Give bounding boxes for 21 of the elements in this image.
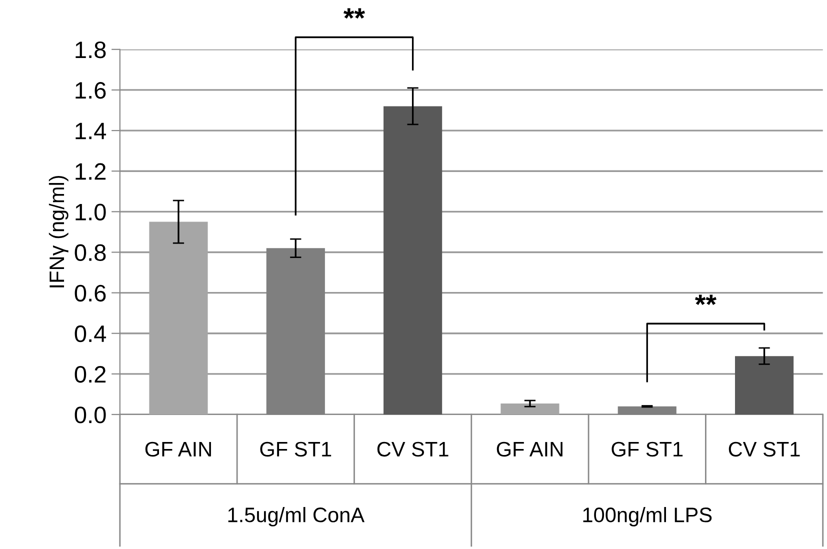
x-tick-label: CV ST1 [377,442,448,457]
y-tick-label: 0.8 [74,244,106,262]
y-tick-label: 0.6 [74,284,106,302]
y-tick-label: 1.6 [76,82,106,99]
y-tick-label: 1.2 [76,163,106,180]
x-tick-label: CV ST1 [728,442,800,457]
y-tick-label: 0.0 [74,406,106,424]
text: 1.5ug/ml ConA [228,507,365,526]
y-tick-label: 1.8 [76,41,106,58]
x-tick-label: GF ST1 [612,442,683,457]
annotation: ** [694,294,716,306]
y-tick-label: 1.0 [76,204,106,220]
y-axis-title: IFNγ (ng/ml) [48,176,68,288]
y-tick-label: 1.4 [76,122,106,140]
x-tick-label: GF ST1 [260,442,332,457]
text: 100ng/ml LPS [583,507,712,526]
y-tick-label: 0.4 [74,325,106,342]
x-tick-label: GF AIN [496,442,562,457]
x-tick-label: GF AIN [145,442,211,457]
y-tick-label: 0.2 [74,366,106,383]
text: ** [344,8,366,19]
